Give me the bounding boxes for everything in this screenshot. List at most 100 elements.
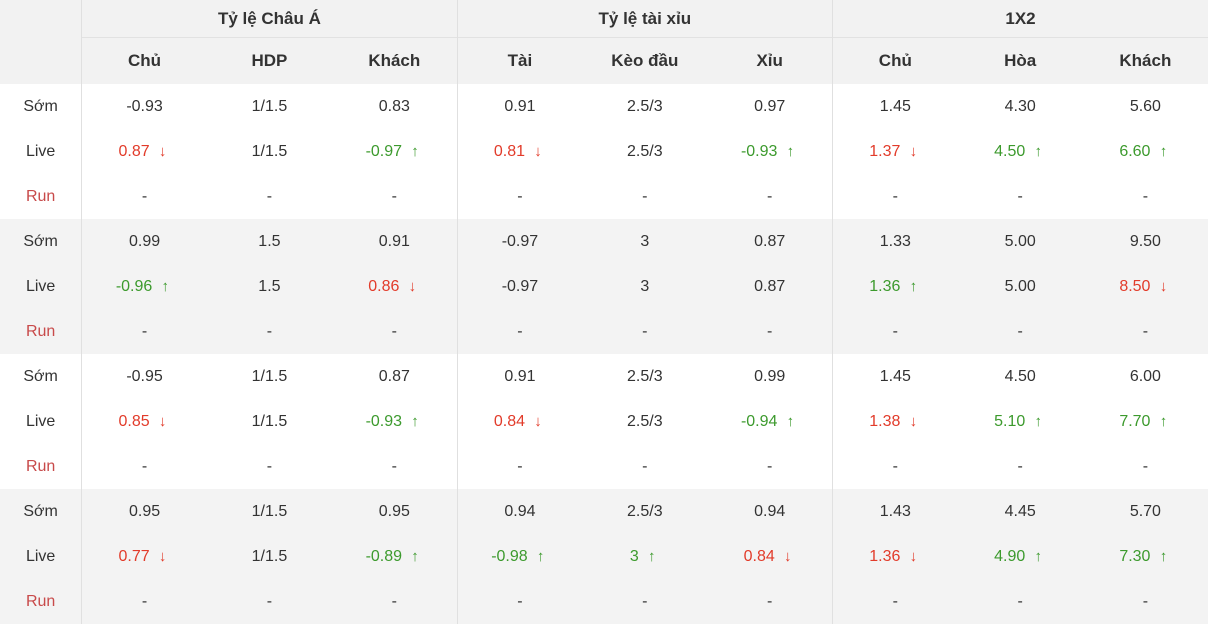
odds-row-early: Sớm 0.95 1/1.5 0.95 0.94 2.5/3 0.94 1.43 4.45 5.7…: [0, 489, 1208, 534]
odds-row-run: Run - - - - - - - - -: [0, 309, 1208, 354]
header-group-over-under: Tỷ lệ tài xỉu: [456, 0, 833, 38]
odds-value: 5.10: [994, 412, 1026, 430]
odds-value: 0.84: [493, 412, 525, 430]
odds-value: 0.83: [378, 97, 410, 115]
odds-value: -: [1017, 592, 1023, 610]
odds-cell-away: -: [332, 174, 457, 219]
odds-value: -: [1017, 457, 1023, 475]
odds-cell-home-1x2: 1.36 ↑: [832, 264, 958, 309]
odds-value: -: [1142, 592, 1149, 610]
odds-value: -0.93: [126, 97, 163, 115]
odds-cell-under: 0.94: [707, 489, 833, 534]
odds-cell-home: -0.93: [81, 84, 207, 129]
odds-cell-line: -: [582, 444, 707, 489]
odds-cell-away: -0.97 ↑: [332, 129, 457, 174]
odds-value: 0.77: [118, 547, 150, 565]
odds-cell-hdp: 1/1.5: [207, 399, 332, 444]
odds-cell-under: -0.93 ↑: [707, 129, 832, 174]
arrow-up-icon: ↑: [536, 547, 545, 565]
odds-value: -: [892, 592, 898, 610]
odds-cell-over: -: [456, 174, 583, 219]
odds-value: 1.33: [879, 232, 911, 250]
odds-value: 1/1.5: [251, 97, 288, 115]
odds-value: -: [892, 187, 898, 205]
odds-value: 3: [629, 547, 639, 565]
arrow-up-icon: ↑: [1159, 142, 1168, 160]
odds-cell-home: -0.96 ↑: [81, 264, 207, 309]
arrow-down-icon: ↓: [909, 547, 918, 565]
arrow-up-icon: ↑: [786, 142, 795, 160]
odds-cell-line: 3: [582, 264, 708, 309]
odds-cell-away: 0.91: [331, 219, 458, 264]
odds-cell-home: -: [81, 309, 207, 354]
odds-cell-home: 0.99: [81, 219, 207, 264]
odds-value: -: [517, 322, 523, 340]
arrow-up-icon: ↑: [411, 412, 419, 430]
odds-cell-over: 0.81 ↓: [456, 129, 583, 174]
subheader-line: Kèo đầu: [582, 37, 708, 84]
odds-value: 0.95: [128, 502, 161, 520]
odds-cell-away-1x2: 5.70: [1082, 489, 1208, 534]
odds-value: -: [266, 322, 273, 340]
odds-value: 8.50: [1119, 277, 1151, 295]
odds-cell-draw: 4.50: [958, 354, 1083, 399]
odds-cell-away: -: [331, 309, 458, 354]
odds-value: -: [892, 322, 898, 340]
odds-value: 1/1.5: [251, 367, 288, 385]
odds-value: 0.97: [754, 97, 786, 115]
odds-value: 2.5/3: [627, 412, 663, 430]
odds-cell-home: 0.77 ↓: [81, 534, 207, 579]
odds-cell-draw: -: [958, 444, 1083, 489]
arrow-down-icon: ↓: [158, 547, 167, 565]
odds-row-run: Run - - - - - - - - -: [0, 579, 1208, 624]
odds-value: -: [1142, 457, 1149, 475]
arrow-down-icon: ↓: [1159, 277, 1168, 295]
odds-cell-away-1x2: 5.60: [1083, 84, 1208, 129]
odds-cell-over: -: [456, 579, 583, 624]
odds-cell-home-1x2: 1.33: [832, 219, 958, 264]
odds-cell-away: 0.87: [332, 354, 457, 399]
odds-value: -: [642, 457, 648, 475]
odds-value: 4.90: [994, 547, 1026, 565]
odds-value: 7.30: [1119, 547, 1151, 565]
odds-cell-draw: -: [957, 579, 1083, 624]
odds-value: -: [517, 187, 523, 205]
odds-cell-home: -: [81, 579, 207, 624]
odds-row-early: Sớm -0.95 1/1.5 0.87 0.91 2.5/3 0.99 1.45 4.50 6.…: [0, 354, 1208, 399]
odds-value: -: [141, 187, 148, 205]
odds-cell-hdp: 1/1.5: [207, 84, 332, 129]
row-label-live: Live: [0, 534, 82, 579]
row-label-run: Run: [0, 579, 82, 624]
odds-value: 1/1.5: [251, 412, 288, 430]
odds-cell-hdp: 1/1.5: [206, 534, 332, 579]
odds-table-header: Tỷ lệ Châu Á Tỷ lệ tài xỉu 1X2 Chủ HDP K…: [0, 0, 1208, 84]
odds-value: -: [892, 457, 898, 475]
odds-value: 0.85: [118, 412, 150, 430]
odds-value: 0.87: [754, 232, 786, 250]
odds-value: 0.99: [754, 367, 786, 385]
odds-cell-away: 0.83: [332, 84, 457, 129]
odds-cell-line: -: [582, 579, 708, 624]
odds-cell-line: 2.5/3: [582, 399, 707, 444]
odds-value: -0.89: [365, 547, 403, 565]
odds-value: 2.5/3: [627, 502, 663, 520]
odds-row-early: Sớm -0.93 1/1.5 0.83 0.91 2.5/3 0.97 1.45 4.30 5.…: [0, 84, 1208, 129]
odds-value: -: [767, 592, 773, 610]
odds-value: -0.97: [501, 277, 539, 295]
odds-value: -0.93: [365, 412, 403, 430]
odds-value: 4.50: [1004, 367, 1036, 385]
odds-cell-home-1x2: -: [832, 444, 958, 489]
odds-cell-under: 0.97: [707, 84, 832, 129]
odds-row-live: Live 0.77 ↓ 1/1.5 -0.89 ↑ -0.98 ↑ 3 ↑ 0.84 ↓ 1.36 ↓ 4.…: [0, 534, 1208, 579]
odds-cell-hdp: -: [206, 579, 332, 624]
odds-cell-under: -: [707, 444, 832, 489]
odds-value: 1.43: [879, 502, 911, 520]
odds-value: -: [266, 457, 273, 475]
odds-value: 1.37: [869, 142, 901, 160]
odds-value: 7.70: [1119, 412, 1151, 430]
odds-cell-away: 0.95: [331, 489, 458, 534]
odds-cell-draw: 4.45: [957, 489, 1083, 534]
odds-row-run: Run - - - - - - - - -: [0, 444, 1208, 489]
odds-cell-over: 0.91: [456, 84, 583, 129]
odds-cell-hdp: 1/1.5: [207, 354, 332, 399]
